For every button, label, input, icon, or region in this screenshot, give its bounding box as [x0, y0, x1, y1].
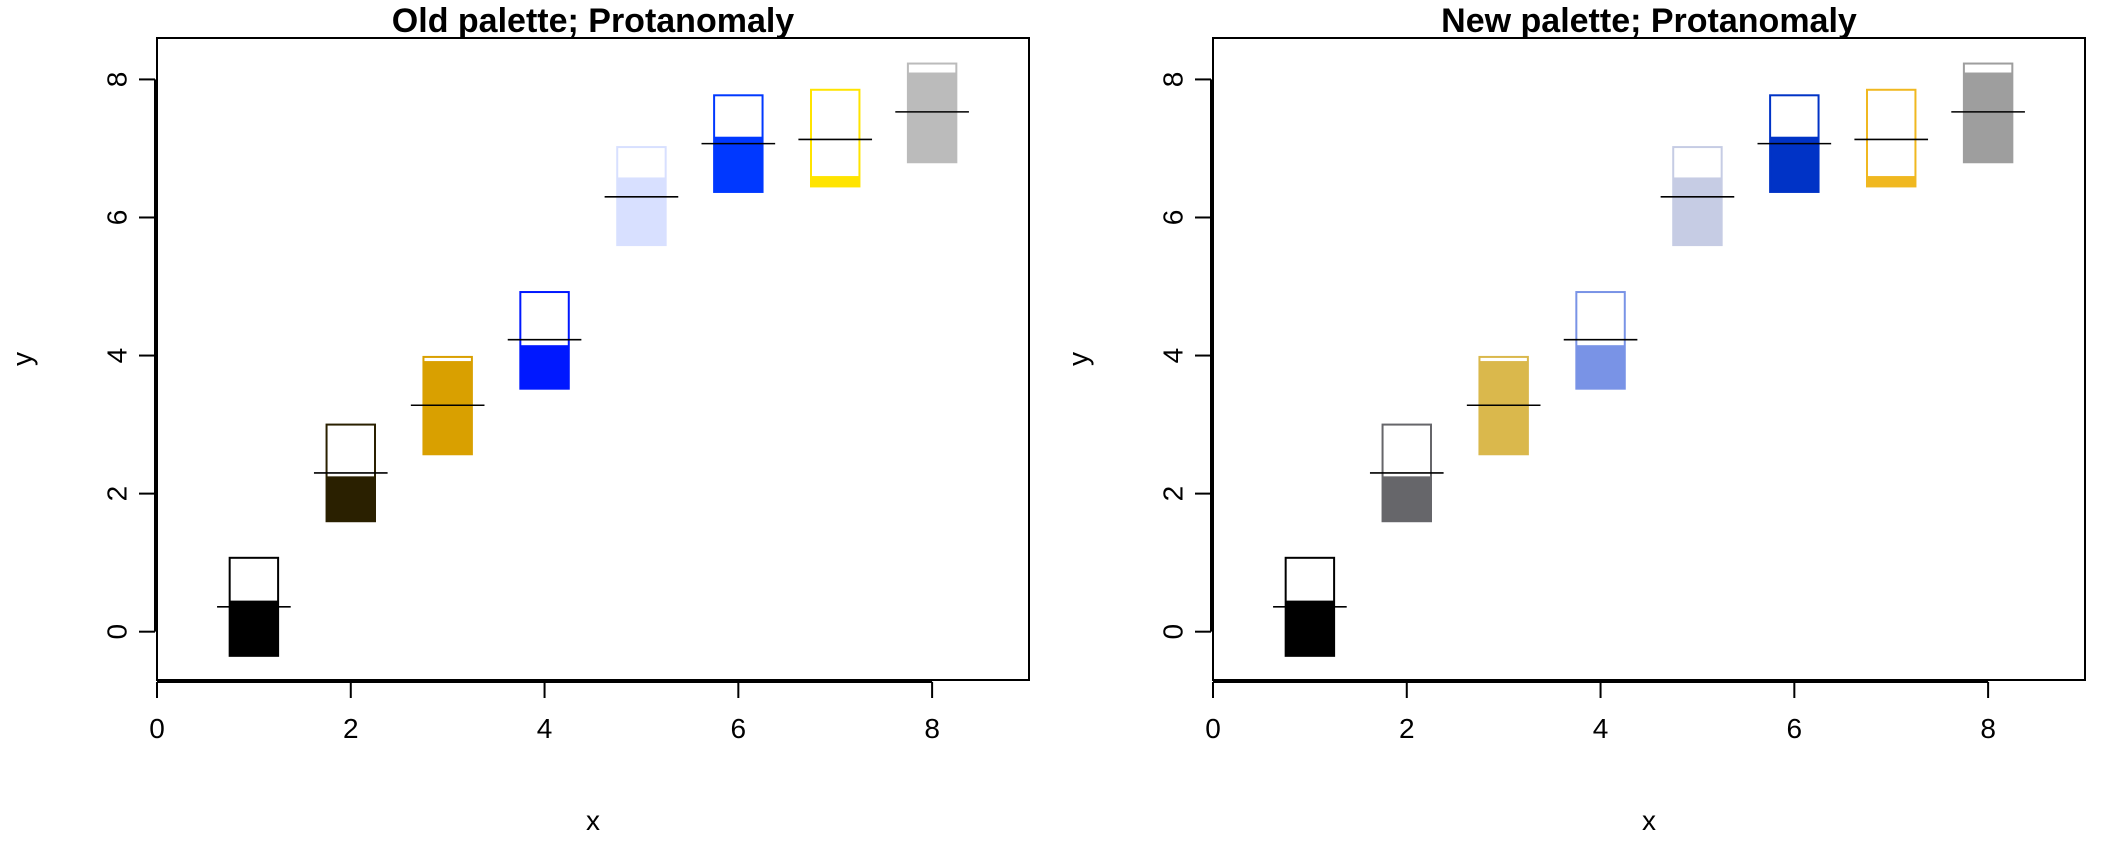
x-tick-label: 4: [537, 713, 553, 744]
x-tick-label: 0: [1205, 713, 1221, 744]
x-axis-label: x: [1642, 805, 1656, 836]
y-tick-label: 8: [101, 72, 132, 88]
box-fill-8: [907, 72, 957, 163]
chart-panel-old-palette: Old palette; Protanomaly 0 2 4 6 8 x 0 2 4 6 8 y: [6, 2, 1030, 836]
box-fill-3: [1479, 361, 1528, 455]
x-tick-label: 6: [731, 713, 747, 744]
plot-frame: [1212, 37, 2086, 681]
x-tick-label: 6: [1787, 713, 1803, 744]
y-tick-label: 2: [1157, 486, 1188, 502]
box-fill-6: [714, 136, 763, 192]
box-fill-4: [520, 345, 569, 389]
box-fill-6: [1770, 136, 1819, 192]
x-tick-label: 8: [1980, 713, 1996, 744]
y-tick-label: 4: [1157, 348, 1188, 364]
y-tick-label: 0: [101, 624, 132, 640]
box-fill-3: [423, 361, 472, 455]
box-outline-8: [1962, 62, 2014, 164]
box-fill-1: [229, 600, 279, 656]
y-tick-label: 6: [101, 210, 132, 226]
box-fill-5: [1673, 177, 1722, 246]
y-tick-label: 8: [1157, 72, 1188, 88]
y-tick-label: 6: [1157, 210, 1188, 226]
x-tick-label: 0: [149, 713, 165, 744]
box-fill-2: [326, 476, 375, 522]
chart-title: New palette; Protanomaly: [1441, 2, 1857, 40]
plot-frame: [156, 37, 1030, 681]
box-fill-1: [1285, 600, 1335, 656]
y-axis-label: y: [1062, 352, 1093, 366]
box-fill-5: [617, 177, 666, 246]
chart-panel-new-palette: New palette; Protanomaly 0 2 4 6 8 x 0 2 4 6 8 y: [1062, 2, 2086, 836]
x-tick-label: 2: [343, 713, 359, 744]
box-fill-7: [811, 176, 860, 187]
box-outline-7: [1866, 88, 1917, 188]
y-axis-label: y: [6, 352, 37, 366]
box-fill-2: [1382, 476, 1431, 522]
x-tick-label: 2: [1399, 713, 1415, 744]
box-outline-8: [906, 62, 958, 164]
x-tick-label: 4: [1593, 713, 1609, 744]
box-outline-7: [810, 88, 861, 188]
y-tick-label: 4: [101, 348, 132, 364]
y-tick-label: 2: [101, 486, 132, 502]
x-axis-label: x: [586, 805, 600, 836]
y-tick-label: 0: [1157, 624, 1188, 640]
chart-title: Old palette; Protanomaly: [392, 2, 794, 40]
x-tick-label: 8: [924, 713, 940, 744]
box-fill-7: [1867, 176, 1916, 187]
box-fill-8: [1963, 72, 2013, 163]
box-fill-4: [1576, 345, 1625, 389]
